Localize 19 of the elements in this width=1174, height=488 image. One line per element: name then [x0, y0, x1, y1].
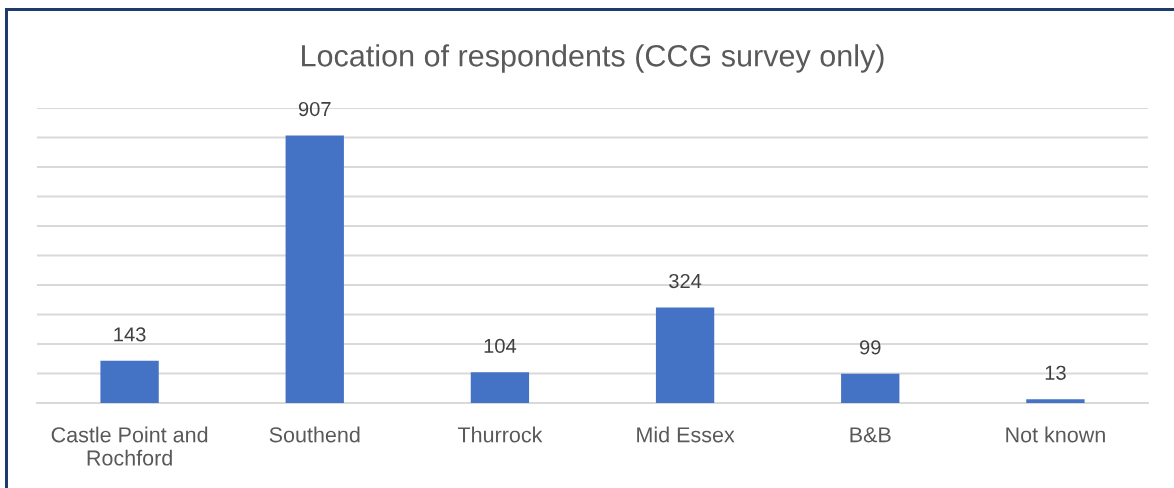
data-label: 324	[669, 273, 702, 289]
bar	[470, 372, 530, 403]
bar	[655, 307, 715, 403]
bar	[1026, 399, 1085, 403]
data-label: 99	[859, 340, 881, 355]
data-label: 13	[1045, 365, 1066, 380]
x-tick-label: Mid Essex	[637, 426, 735, 443]
x-tick-label: Castle Point and Rochford	[51, 426, 208, 466]
x-tick-label: B&B	[850, 427, 891, 443]
bar	[100, 360, 159, 403]
x-tick-label: Not known	[1006, 426, 1105, 443]
bar	[285, 135, 344, 403]
bar	[841, 373, 900, 403]
x-tick-label: Thurrock	[457, 426, 543, 443]
data-label: 104	[484, 338, 517, 354]
chart-title: Location of respondents (CCG survey only)	[302, 44, 884, 73]
data-label: 907	[298, 101, 331, 117]
x-tick-label: Southend	[269, 426, 360, 443]
data-label: 143	[114, 327, 146, 342]
